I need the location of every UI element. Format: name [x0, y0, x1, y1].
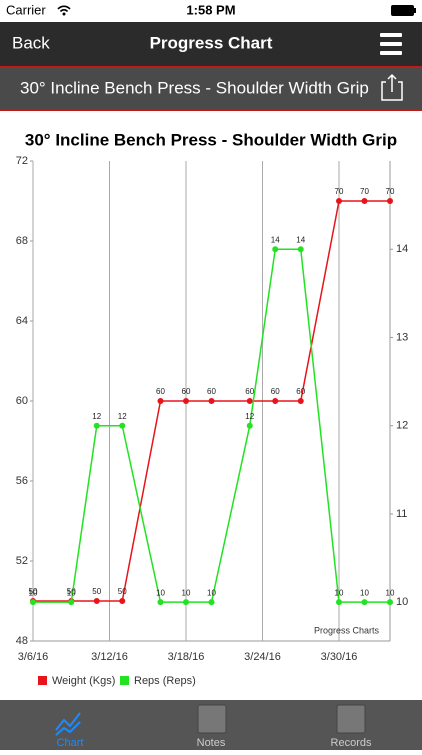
y-tick-label: 64 — [16, 315, 28, 327]
data-point — [361, 198, 368, 204]
data-point — [387, 198, 393, 204]
watermark: Progress Charts — [314, 625, 380, 635]
data-point — [208, 599, 215, 606]
x-tick-label: 3/18/16 — [168, 651, 205, 663]
data-point — [183, 398, 189, 404]
nav-title: Progress Chart — [150, 33, 273, 52]
data-point — [297, 246, 304, 253]
exercise-bar — [0, 66, 422, 110]
data-point — [93, 422, 100, 429]
tab-label[interactable]: Notes — [197, 737, 226, 749]
data-label: 10 — [335, 588, 344, 597]
data-point — [297, 398, 304, 404]
clock: 1:58 PM — [186, 2, 235, 17]
y-tick-label: 52 — [16, 555, 28, 567]
y-tick-label: 60 — [16, 395, 28, 407]
y2-tick-label: 10 — [396, 596, 408, 608]
data-label: 70 — [360, 187, 369, 196]
data-label: 14 — [271, 235, 280, 244]
wifi-icon — [57, 5, 71, 13]
data-point — [336, 599, 342, 606]
y2-tick-label: 14 — [396, 243, 408, 255]
data-label: 60 — [245, 387, 254, 396]
battery — [414, 8, 416, 13]
data-label: 60 — [156, 387, 165, 396]
legend-swatch — [38, 676, 47, 685]
data-label: 70 — [335, 187, 344, 196]
data-point — [246, 398, 253, 404]
data-point — [336, 198, 342, 204]
data-label: 14 — [296, 235, 305, 244]
data-label: 60 — [271, 387, 280, 396]
carrier: Carrier — [6, 2, 46, 17]
y2-tick-label: 11 — [396, 508, 407, 520]
legend-label: Reps (Reps) — [134, 675, 196, 687]
x-tick-label: 3/12/16 — [91, 651, 128, 663]
x-tick-label: 3/24/16 — [244, 651, 281, 663]
legend-swatch — [120, 676, 129, 685]
data-label: 60 — [296, 387, 305, 396]
x-tick-label: 3/30/16 — [321, 651, 358, 663]
share-button[interactable] — [381, 73, 403, 101]
data-label: 60 — [207, 387, 216, 396]
data-label: 10 — [207, 588, 216, 597]
chart-tab-icon — [55, 712, 81, 731]
data-point — [183, 599, 189, 606]
menu-button[interactable] — [380, 33, 402, 55]
tab-label[interactable]: Chart — [57, 737, 84, 749]
data-label: 12 — [118, 412, 127, 421]
data-label: 10 — [182, 588, 191, 597]
data-point — [157, 599, 164, 606]
data-label: 50 — [92, 587, 101, 596]
data-point — [361, 599, 368, 606]
y-tick-label: 56 — [16, 475, 28, 487]
chart-title: 30° Incline Bench Press - Shoulder Width… — [25, 130, 397, 149]
tab-label[interactable]: Records — [331, 737, 372, 749]
chart-tab-icon — [55, 721, 81, 736]
legend-label: Weight (Kgs) — [52, 675, 115, 687]
data-label: 12 — [92, 412, 101, 421]
data-label: 50 — [118, 587, 127, 596]
data-point — [157, 398, 164, 404]
data-point — [246, 422, 253, 429]
data-label: 60 — [182, 387, 191, 396]
battery — [391, 5, 414, 16]
data-label: 12 — [245, 412, 254, 421]
data-label: 10 — [67, 588, 76, 597]
exercise-name: 30° Incline Bench Press - Shoulder Width… — [20, 78, 369, 97]
data-point — [68, 599, 75, 606]
data-label: 10 — [360, 588, 369, 597]
x-tick-label: 3/6/16 — [18, 651, 49, 663]
data-label: 10 — [29, 588, 38, 597]
notes-tab-icon — [197, 704, 227, 734]
data-point — [272, 246, 279, 253]
y-tick-label: 68 — [16, 235, 28, 247]
nav-bar — [0, 22, 422, 66]
data-point — [119, 422, 126, 429]
data-label: 70 — [386, 187, 395, 196]
y-tick-label: 72 — [16, 155, 28, 167]
back-button[interactable]: Back — [12, 33, 50, 52]
records-tab-icon — [336, 704, 366, 734]
data-point — [208, 398, 215, 404]
data-point — [93, 598, 100, 604]
data-point — [119, 598, 126, 604]
data-label: 50 — [67, 587, 76, 596]
y-tick-label: 48 — [16, 635, 28, 647]
data-label: 10 — [386, 588, 395, 597]
data-point — [30, 599, 36, 606]
y2-tick-label: 12 — [396, 420, 408, 432]
data-point — [387, 599, 393, 606]
y2-tick-label: 13 — [396, 331, 408, 343]
data-label: 50 — [29, 587, 38, 596]
data-point — [272, 398, 279, 404]
data-label: 10 — [156, 588, 165, 597]
wifi-icon — [62, 12, 66, 16]
